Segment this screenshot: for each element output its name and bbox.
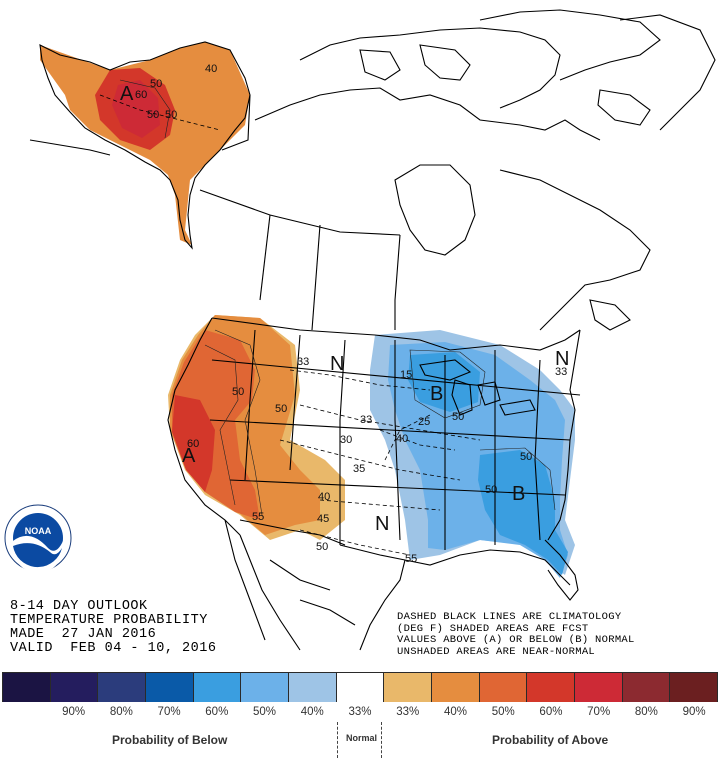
east-below-50-southeast bbox=[478, 450, 568, 575]
contour-label: 30 bbox=[340, 434, 352, 446]
contour-label: 40 bbox=[318, 491, 330, 503]
scale-tick bbox=[2, 706, 50, 718]
scale-tick: 50% bbox=[253, 706, 277, 718]
scale-cell-normal bbox=[336, 673, 385, 702]
normal-divider-right bbox=[381, 722, 382, 758]
scale-tick-labels: 90% 80% 70% 60% 50% 40% 33% 33% 40% 50% … bbox=[2, 706, 718, 718]
scale-cell-below-80 bbox=[50, 673, 99, 702]
noaa-logo-text: NOAA bbox=[25, 526, 52, 536]
alaska-above-core-60 bbox=[112, 80, 160, 138]
contour-label: 25 bbox=[418, 416, 430, 428]
scale-tick: 60% bbox=[539, 706, 563, 718]
scale-tick: 80% bbox=[109, 706, 133, 718]
scale-tick: 60% bbox=[205, 706, 229, 718]
contour-label: 55 bbox=[252, 511, 264, 523]
scale-cell-below-60 bbox=[146, 673, 194, 702]
contour-label: 33 bbox=[555, 366, 567, 378]
scale-tick: 70% bbox=[157, 706, 181, 718]
outlook-title: 8-14 DAY OUTLOOK bbox=[10, 599, 148, 614]
contour-label: 33 bbox=[360, 414, 372, 426]
legend-note-line: (DEG F) SHADED AREAS ARE FCST bbox=[397, 622, 589, 635]
probability-contours bbox=[119, 79, 556, 516]
scale-tick: 70% bbox=[587, 706, 611, 718]
contour-label: 40 bbox=[396, 433, 408, 445]
scale-tick: 80% bbox=[634, 706, 658, 718]
scale-cell-below-50 bbox=[193, 673, 242, 702]
contour-label: 50 bbox=[275, 403, 287, 415]
scale-cell-above-90 bbox=[670, 673, 719, 702]
contour-label: 40 bbox=[205, 63, 217, 75]
below-letter-lakes: B bbox=[430, 383, 443, 405]
contour-labels: 50 40 60 50 50 50 60 33 50 33 30 40 35 4… bbox=[135, 63, 567, 565]
contour-label: 50 bbox=[485, 484, 497, 496]
scale-cell-above-50 bbox=[479, 673, 528, 702]
contour-label: 50 bbox=[150, 78, 162, 90]
above-letter-alaska: A bbox=[120, 83, 134, 105]
contour-label: 50 bbox=[316, 541, 328, 553]
contour-label: 45 bbox=[317, 513, 329, 525]
category-letters: A A B B N N N bbox=[120, 83, 569, 535]
scale-cell-below-90 bbox=[2, 673, 51, 702]
legend-note: DASHED BLACK LINES ARE CLIMATOLOGY (DEG … bbox=[397, 611, 635, 658]
normal-letter-maine: N bbox=[555, 348, 569, 370]
scale-tick: 40% bbox=[300, 706, 324, 718]
contour-label: 60 bbox=[135, 89, 147, 101]
caption-normal: Normal bbox=[346, 733, 378, 743]
scale-cell-above-33 bbox=[384, 673, 433, 702]
scale-cell-above-70 bbox=[575, 673, 623, 702]
scale-tick: 40% bbox=[443, 706, 467, 718]
contour-label: 50 bbox=[165, 109, 177, 121]
outlook-header: 8-14 DAY OUTLOOK TEMPERATURE PROBABILITY… bbox=[10, 600, 216, 656]
west-above-60 bbox=[172, 395, 215, 492]
scale-tick: 33% bbox=[396, 706, 420, 718]
legend-note-line: VALUES ABOVE (A) OR BELOW (B) NORMAL bbox=[397, 634, 635, 646]
contour-label: 35 bbox=[353, 463, 365, 475]
scale-cell-below-33 bbox=[289, 673, 337, 702]
outlook-made-date: MADE 27 JAN 2016 bbox=[10, 627, 157, 642]
scale-cell-above-40 bbox=[432, 673, 480, 702]
legend-note-line: UNSHADED AREAS ARE NEAR-NORMAL bbox=[397, 645, 596, 658]
contour-label: 33 bbox=[297, 356, 309, 368]
contour-label: 50 bbox=[452, 411, 464, 423]
contour-label: 15 bbox=[400, 369, 412, 381]
scale-cell-below-40 bbox=[241, 673, 290, 702]
scale-tick: 90% bbox=[62, 706, 86, 718]
contour-label: 50 bbox=[520, 451, 532, 463]
below-letter-southeast: B bbox=[512, 483, 525, 505]
outlook-subtitle: TEMPERATURE PROBABILITY bbox=[10, 613, 208, 628]
scale-tick: 90% bbox=[682, 706, 706, 718]
outlook-valid-dates: VALID FEB 04 - 10, 2016 bbox=[10, 641, 217, 656]
legend-note-line: DASHED BLACK LINES ARE CLIMATOLOGY bbox=[397, 611, 622, 623]
above-letter-west: A bbox=[182, 445, 196, 467]
noaa-logo: NOAA bbox=[4, 504, 72, 573]
caption-probability-above: Probability of Above bbox=[492, 733, 609, 747]
scale-cell-above-80 bbox=[622, 673, 671, 702]
contour-label: 50 bbox=[147, 109, 159, 121]
caption-probability-below: Probability of Below bbox=[112, 733, 228, 747]
climatology-contours bbox=[99, 94, 481, 556]
geographic-outlines bbox=[29, 9, 716, 651]
scale-tick: 50% bbox=[491, 706, 515, 718]
normal-divider-left bbox=[337, 722, 338, 758]
contour-label: 50 bbox=[232, 386, 244, 398]
scale-tick: 33% bbox=[348, 706, 372, 718]
contour-label: 60 bbox=[187, 438, 199, 450]
normal-letter-plains: N bbox=[330, 353, 344, 375]
probability-color-scale bbox=[2, 672, 719, 702]
scale-cell-above-60 bbox=[527, 673, 576, 702]
contour-label: 55 bbox=[405, 553, 417, 565]
normal-letter-texas: N bbox=[375, 513, 389, 535]
scale-cell-below-70 bbox=[98, 673, 147, 702]
